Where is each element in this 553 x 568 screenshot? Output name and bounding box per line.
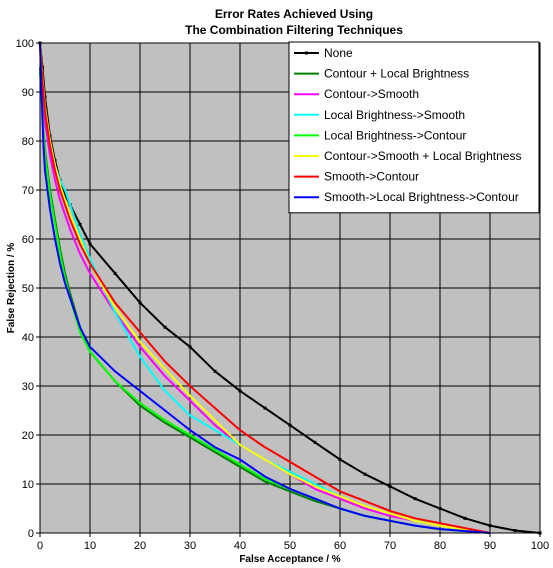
x-axis-label: False Acceptance / % xyxy=(239,554,340,565)
y-tick-label: 40 xyxy=(22,332,34,344)
series-line-7 xyxy=(39,42,491,534)
series-point xyxy=(213,369,217,373)
x-tick-label: 70 xyxy=(384,540,396,552)
y-tick-label: 20 xyxy=(22,430,34,442)
series-point xyxy=(513,529,517,533)
legend: None Contour + Local Brightness Contour->S… xyxy=(288,41,540,214)
y-tick-label: 50 xyxy=(22,283,34,295)
series-line-6 xyxy=(39,42,491,534)
series-point xyxy=(438,507,442,510)
series-point xyxy=(263,406,267,410)
legend-box xyxy=(288,41,540,214)
x-tick-label: 80 xyxy=(434,540,446,552)
legend-label-1: Contour + Local Brightness xyxy=(324,67,469,81)
series-point xyxy=(413,497,417,501)
x-tick-label: 10 xyxy=(84,540,96,552)
series-point xyxy=(363,472,367,476)
y-tick-label: 0 xyxy=(28,528,34,540)
x-tick-label: 20 xyxy=(134,540,146,552)
y-axis-label: False Rejection / % xyxy=(6,243,17,334)
chart-title-line-2: The Combination Filtering Techniques xyxy=(185,23,403,37)
series-point xyxy=(138,301,142,305)
legend-label-2: Contour->Smooth xyxy=(324,87,419,101)
y-tick-label: 100 xyxy=(16,38,34,50)
legend-label-4: Local Brightness->Contour xyxy=(324,128,466,142)
y-tick-label: 60 xyxy=(22,234,34,246)
series-point xyxy=(338,458,342,461)
axes xyxy=(36,42,541,537)
legend-label-6: Smooth->Contour xyxy=(324,170,419,184)
x-tick-label: 40 xyxy=(234,540,246,552)
tick-labels: 0 10 20 30 40 50 60 70 80 90 100 0 10 20 30 40 50 60 70 80 9… xyxy=(16,38,550,552)
series-point xyxy=(463,516,467,520)
series-point xyxy=(113,271,117,275)
x-tick-label: 100 xyxy=(531,540,549,552)
series-point xyxy=(63,193,67,197)
series-point xyxy=(388,484,392,488)
legend-label-7: Smooth->Local Brightness->Contour xyxy=(324,190,519,204)
series-point xyxy=(78,222,82,226)
legend-marker xyxy=(305,51,308,55)
legend-label-0: None xyxy=(324,46,353,60)
series-point xyxy=(488,524,492,528)
y-tick-label: 80 xyxy=(22,136,34,148)
y-tick-label: 30 xyxy=(22,381,34,393)
series-point xyxy=(238,389,242,393)
legend-label-5: Contour->Smooth + Local Brightness xyxy=(324,149,521,163)
x-tick-label: 60 xyxy=(334,540,346,552)
legend-label-3: Local Brightness->Smooth xyxy=(324,108,465,122)
x-tick-label: 90 xyxy=(484,540,496,552)
x-tick-label: 50 xyxy=(284,540,296,552)
series-point xyxy=(88,242,92,246)
series-point xyxy=(163,325,167,329)
x-tick-label: 30 xyxy=(184,540,196,552)
chart-title-line-1: Error Rates Achieved Using xyxy=(215,7,373,21)
series-point xyxy=(188,345,192,349)
series-lines xyxy=(38,41,542,535)
series-point xyxy=(288,423,292,427)
series-point xyxy=(313,440,317,444)
x-tick-label: 0 xyxy=(37,540,43,552)
series-line-5 xyxy=(39,42,491,534)
y-tick-label: 90 xyxy=(22,87,34,99)
y-tick-label: 70 xyxy=(22,185,34,197)
y-tick-label: 10 xyxy=(22,479,34,491)
series-line-2 xyxy=(39,42,491,534)
